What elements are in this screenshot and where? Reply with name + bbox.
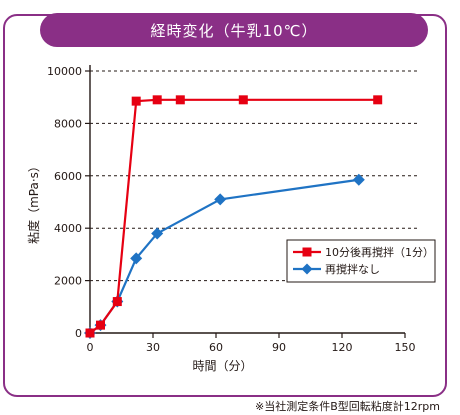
data-point bbox=[151, 227, 164, 240]
footnote: ※当社測定条件B型回転粘度計12rpm bbox=[255, 400, 440, 413]
y-tick-label: 6000 bbox=[54, 170, 82, 183]
data-point bbox=[130, 252, 143, 265]
x-axis-label: 時間（分） bbox=[192, 359, 252, 373]
data-point bbox=[214, 193, 227, 206]
series-rest-stir bbox=[85, 95, 383, 338]
x-tick-label: 30 bbox=[146, 341, 160, 354]
legend-marker bbox=[302, 247, 312, 257]
tick-labels: 0 2000 4000 6000 8000 10000 0 30 60 90 120 150 bbox=[47, 65, 416, 354]
legend-label: 再撹拌なし bbox=[325, 262, 380, 276]
y-tick-label: 8000 bbox=[54, 117, 82, 130]
data-point bbox=[238, 95, 248, 105]
chart-title: 経時変化（牛乳10℃） bbox=[40, 13, 428, 47]
y-axis-label: 粘度（mPa·s） bbox=[26, 160, 41, 244]
grid bbox=[90, 70, 420, 282]
x-tick-label: 120 bbox=[332, 341, 353, 354]
legend-label: 10分後再撹拌（1分） bbox=[325, 245, 434, 259]
data-point bbox=[352, 173, 365, 186]
legend-marker bbox=[301, 263, 313, 275]
legend-box bbox=[286, 239, 436, 283]
x-tick-label: 60 bbox=[209, 341, 223, 354]
data-point bbox=[373, 95, 383, 105]
series-line bbox=[89, 98, 378, 334]
series-layer bbox=[84, 95, 383, 339]
data-point bbox=[131, 96, 141, 106]
x-tick-label: 150 bbox=[395, 341, 416, 354]
data-point bbox=[96, 320, 105, 330]
y-tick-label: 10000 bbox=[47, 65, 82, 78]
y-tick-label: 0 bbox=[75, 327, 82, 340]
data-point bbox=[152, 95, 162, 105]
y-tick-label: 2000 bbox=[54, 275, 82, 288]
x-tick-label: 90 bbox=[272, 341, 286, 354]
data-point bbox=[85, 328, 95, 338]
legend: 10分後再撹拌（1分） 再撹拌なし bbox=[286, 239, 436, 283]
y-tick-label: 4000 bbox=[54, 222, 82, 235]
x-tick-label: 0 bbox=[87, 341, 94, 354]
data-point bbox=[175, 95, 185, 105]
axes bbox=[85, 65, 405, 338]
data-point bbox=[112, 297, 122, 307]
